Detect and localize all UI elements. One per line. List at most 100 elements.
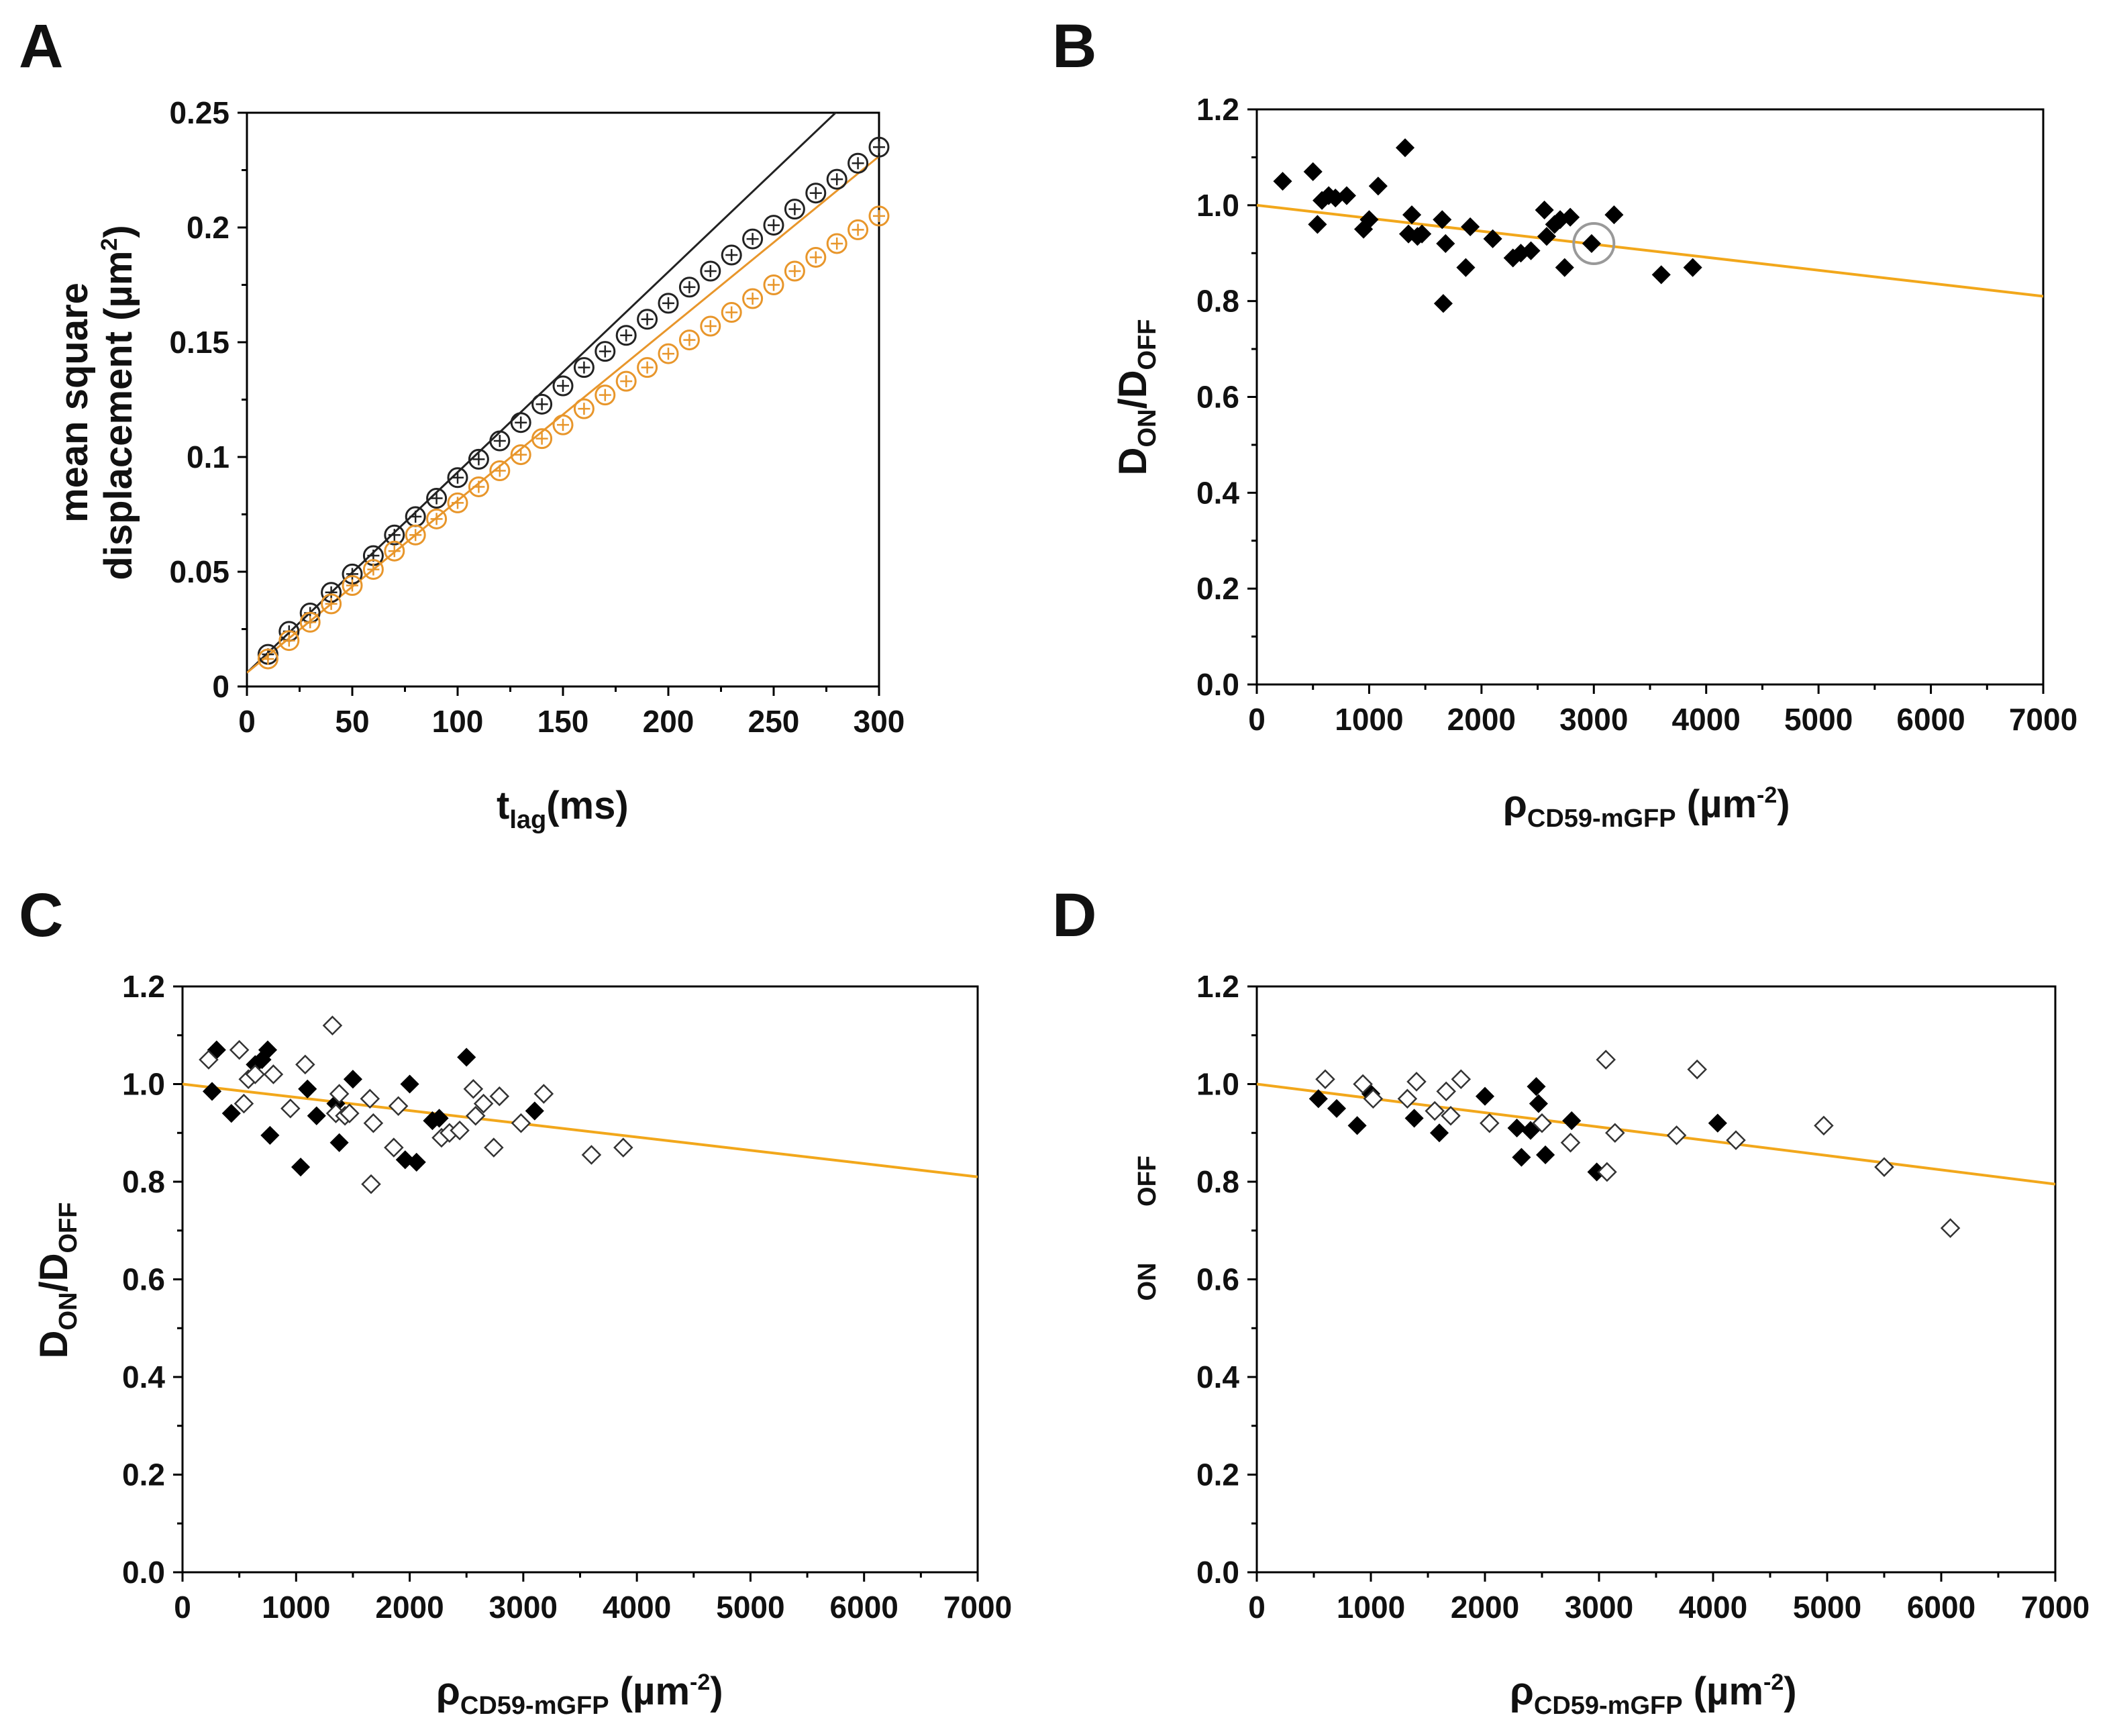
point-c-open-0 [199, 1050, 219, 1070]
point-a-black-22 [721, 244, 742, 266]
y-tick-label-c-1: 0.2 [122, 1458, 165, 1492]
point-c-open-27 [533, 1084, 554, 1104]
point-a-orange-9 [447, 492, 468, 513]
point-b-filled-1 [1303, 162, 1323, 181]
point-b-filled-24 [1535, 200, 1554, 220]
panel-label-d: D [1052, 881, 1096, 950]
point-c-open-17 [388, 1096, 409, 1117]
plot-frame-c [181, 985, 979, 1574]
x-tick-label-a-4: 200 [643, 704, 694, 739]
point-a-orange-14 [552, 414, 574, 436]
point-d-open-2 [1363, 1088, 1384, 1109]
point-d-open-9 [1480, 1113, 1500, 1133]
y-tick-labels-d: 0.0 0.2 0.4 0.6 0.8 1.0 1.2 [1196, 969, 1239, 1590]
point-a-orange-26 [805, 246, 827, 268]
point-c-open-2 [234, 1093, 254, 1114]
point-d-open-20 [1940, 1218, 1961, 1238]
point-d-filled-4 [1404, 1109, 1424, 1128]
point-b-filled-20 [1483, 229, 1502, 248]
point-a-black-18 [637, 309, 658, 330]
point-d-open-12 [1596, 1050, 1616, 1070]
point-b-filled-2 [1308, 215, 1327, 234]
axis-ticks-a [238, 111, 880, 696]
point-c-filled-14 [400, 1074, 419, 1094]
point-c-filled-7 [291, 1158, 311, 1177]
point-d-open-11 [1560, 1133, 1581, 1153]
y-axis-title-d-fragment-1: OFF [1133, 1156, 1162, 1207]
y-axis-title-a-line1: mean square [52, 283, 96, 523]
point-a-orange-13 [531, 428, 553, 450]
y-tick-label-a-1: 0.05 [169, 554, 229, 589]
point-a-orange-20 [678, 329, 700, 351]
point-b-filled-30 [1582, 234, 1601, 254]
x-tick-labels-c: 0 1000 2000 3000 4000 5000 6000 7000 [174, 1590, 1012, 1625]
point-a-black-12 [510, 412, 531, 433]
point-d-filled-10 [1527, 1077, 1546, 1096]
point-c-open-12 [340, 1103, 360, 1123]
highlight-circle-b [1572, 221, 1616, 265]
point-a-black-11 [489, 430, 511, 452]
axis-ticks-b [1247, 108, 2045, 694]
x-axis-title-c: ρCD59-mGFP (µm-2) [436, 1670, 723, 1720]
x-tick-labels-a: 0 50 100 150 200 250 300 [238, 704, 905, 739]
point-a-orange-1 [278, 630, 300, 652]
point-d-open-17 [1726, 1130, 1746, 1150]
x-tick-label-c-3: 3000 [489, 1590, 558, 1625]
axis-ticks-d [1247, 985, 2057, 1582]
point-d-open-13 [1597, 1162, 1617, 1182]
panel-label-b: B [1052, 12, 1096, 81]
point-a-black-9 [447, 467, 468, 489]
x-tick-label-b-1: 1000 [1335, 702, 1403, 737]
point-d-filled-2 [1347, 1116, 1367, 1135]
point-b-filled-10 [1395, 138, 1415, 158]
point-b-filled-29 [1561, 207, 1580, 227]
point-a-orange-0 [257, 648, 278, 670]
point-d-open-10 [1532, 1113, 1552, 1133]
y-tick-label-c-5: 1.0 [122, 1067, 165, 1102]
point-c-filled-0 [202, 1082, 222, 1101]
fit-line-c [183, 1082, 978, 1178]
plot-frame-b [1255, 108, 2045, 686]
plot-frame-d [1255, 985, 2057, 1574]
point-d-filled-0 [1308, 1089, 1328, 1109]
point-d-filled-5 [1429, 1123, 1449, 1143]
point-d-open-4 [1406, 1072, 1427, 1092]
y-tick-label-b-6: 1.2 [1196, 92, 1239, 127]
y-tick-label-d-5: 1.0 [1196, 1067, 1239, 1102]
point-d-filled-11 [1529, 1094, 1548, 1113]
x-tick-label-d-3: 3000 [1565, 1590, 1633, 1625]
point-c-filled-9 [307, 1106, 326, 1125]
data-points-b [1273, 138, 1702, 313]
point-c-open-25 [489, 1086, 510, 1107]
point-c-filled-12 [343, 1070, 362, 1089]
point-d-open-0 [1315, 1069, 1335, 1089]
point-a-orange-18 [637, 357, 658, 378]
point-c-open-15 [363, 1113, 384, 1133]
point-a-orange-29 [868, 205, 890, 227]
point-a-black-8 [426, 488, 448, 509]
point-a-orange-12 [510, 444, 531, 466]
point-d-filled-7 [1507, 1118, 1527, 1138]
y-axis-title-b: DON/DOFF [1111, 319, 1162, 476]
y-tick-label-c-2: 0.4 [122, 1360, 165, 1394]
point-b-filled-25 [1537, 227, 1557, 246]
x-tick-label-a-5: 250 [748, 704, 800, 739]
x-tick-label-d-5: 5000 [1793, 1590, 1861, 1625]
y-axis-title-d-fragment-2: ON [1133, 1263, 1162, 1301]
x-tick-label-a-2: 100 [432, 704, 484, 739]
point-c-filled-8 [298, 1079, 317, 1099]
point-a-black-15 [573, 357, 595, 378]
point-a-black-7 [405, 506, 426, 527]
point-b-filled-9 [1368, 176, 1388, 196]
point-a-orange-23 [742, 288, 764, 309]
y-tick-label-a-2: 0.1 [187, 440, 229, 474]
x-axis-title-b: ρCD59-mGFP (µm-2) [1503, 782, 1790, 833]
point-c-open-20 [450, 1120, 470, 1141]
panel-d: D 0 1000 2000 3000 4000 5000 6000 7000 0.00.20.… [1052, 881, 2090, 1720]
y-axis-fragment-on: ON [1133, 1263, 1162, 1301]
axis-ticks-c [173, 985, 979, 1582]
x-tick-label-a-0: 0 [238, 704, 256, 739]
point-b-filled-32 [1651, 265, 1671, 285]
point-d-open-5 [1425, 1101, 1445, 1121]
